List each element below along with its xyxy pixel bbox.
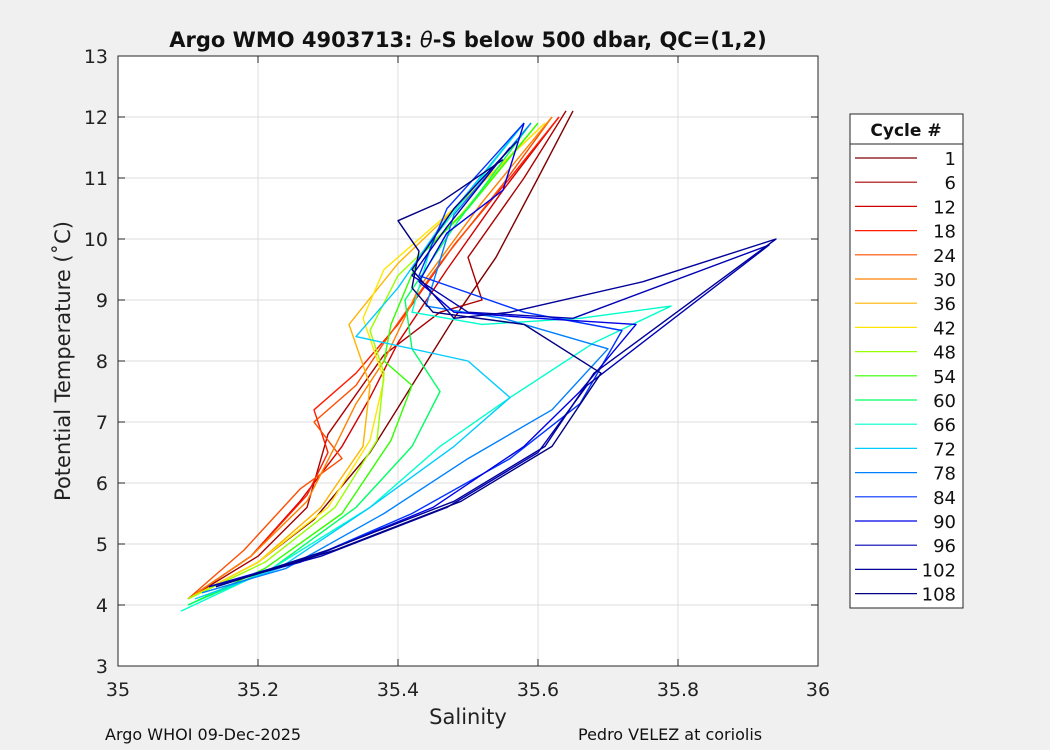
legend-label-60: 60 [933,391,956,412]
chart-title-suffix: -S below 500 dbar, QC=(1,2) [433,28,767,52]
x-tick-label: 35.8 [657,679,699,701]
y-tick-label: 13 [84,46,108,68]
legend-label-72: 72 [933,439,956,460]
chart-title-theta: θ [420,28,433,52]
y-tick-label: 11 [84,168,108,190]
legend-label-18: 18 [933,222,956,243]
series-line-cycle-60 [187,122,532,606]
series-line-cycle-72 [194,122,525,600]
footer-right: Pedro VELEZ at coriolis [578,725,762,744]
chart-title: Argo WMO 4903713: θ-S below 500 dbar, QC… [169,28,766,52]
legend-label-36: 36 [933,294,956,315]
legend-label-54: 54 [933,367,956,388]
legend-box [849,113,964,609]
series-layer [180,110,777,612]
legend-label-30: 30 [933,270,956,291]
legend-label-24: 24 [933,246,956,267]
footer-left: Argo WHOI 09-Dec-2025 [105,725,301,744]
series-line-cycle-48 [187,122,539,600]
y-tick-label: 9 [96,290,108,312]
legend-label-6: 6 [945,173,956,194]
legend-label-84: 84 [933,488,956,509]
x-tick-labels: 35 35.2 35.4 35.6 35.8 36 [106,679,830,701]
series-line-cycle-108 [215,159,602,588]
legend-label-12: 12 [933,197,956,218]
y-tick-label: 5 [96,534,108,556]
y-tick-label: 6 [96,473,108,495]
series-line-cycle-24 [187,116,553,600]
y-tick-label: 8 [96,351,108,373]
y-tick-label: 7 [96,412,108,434]
legend-label-108: 108 [922,585,956,606]
series-line-cycle-54 [187,122,539,606]
y-tick-label: 12 [84,107,108,129]
legend-label-42: 42 [933,318,956,339]
series-line-cycle-36 [187,122,546,600]
legend-label-90: 90 [933,512,956,533]
y-axis-label: Potential Temperature (˚C) [51,221,75,501]
series-line-cycle-90 [208,122,637,588]
legend-label-48: 48 [933,343,956,364]
legend-title: Cycle # [870,121,941,141]
legend-label-96: 96 [933,536,956,557]
y-tick-label: 10 [84,229,108,251]
legend-label-1: 1 [945,149,956,170]
y-tick-label: 4 [96,595,108,617]
legend-items: 1 6 12 18 24 30 36 42 48 54 60 66 72 78 84 90 96 102 108 [855,149,956,606]
legend-label-66: 66 [933,415,956,436]
x-axis-label: Salinity [429,705,507,729]
legend-label-78: 78 [933,464,956,485]
series-line-cycle-6 [187,110,567,600]
x-tick-label: 35.4 [377,679,419,701]
chart-title-prefix: Argo WMO 4903713: [169,28,420,52]
series-line-cycle-30 [187,116,553,600]
series-line-cycle-78 [201,122,609,594]
legend-label-102: 102 [922,560,956,581]
x-tick-label: 35.2 [237,679,279,701]
x-tick-label: 35.6 [517,679,559,701]
x-tick-label: 36 [806,679,830,701]
y-tick-labels: 3 4 5 6 7 8 9 10 11 12 13 [84,46,108,678]
legend: Cycle # 1 6 12 18 24 30 36 42 48 54 60 66 72 78 84 90 96… [849,113,964,609]
series-line-cycle-102 [215,140,777,588]
x-tick-label: 35 [106,679,130,701]
plot-frame [117,55,819,667]
y-tick-label: 3 [96,656,108,678]
